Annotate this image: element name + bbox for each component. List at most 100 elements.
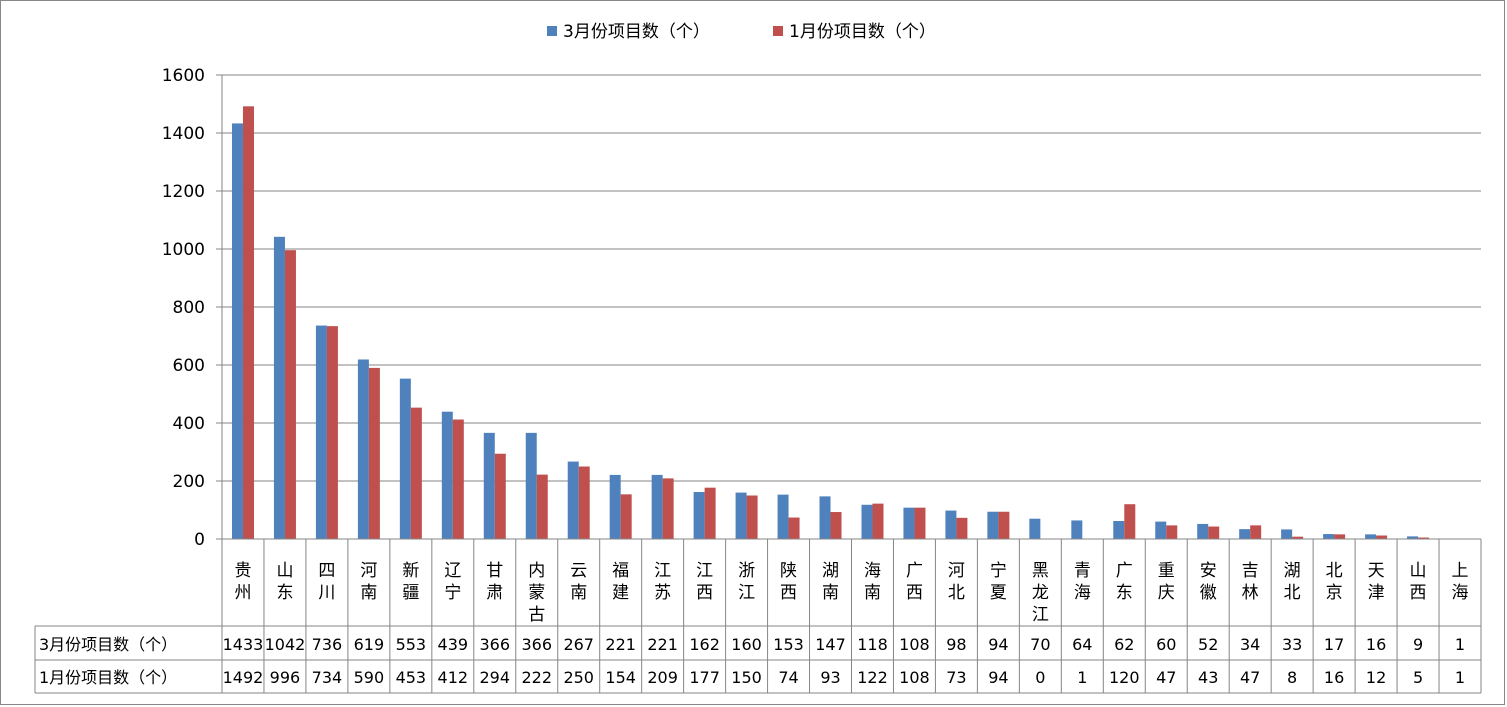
category-label-29: 上海 (1452, 561, 1469, 603)
category-label-19: 黑龙江 (1032, 561, 1049, 625)
bar-january-22 (1166, 525, 1178, 539)
table-cell-0-22: 60 (1156, 635, 1176, 654)
bar-january-16 (914, 507, 926, 539)
table-cell-0-9: 221 (605, 635, 636, 654)
bar-march-13 (777, 494, 789, 539)
table-cell-0-18: 94 (988, 635, 1008, 654)
bar-january-27 (1376, 535, 1388, 539)
bar-march-1 (273, 236, 285, 539)
category-label-21: 广东 (1116, 561, 1133, 603)
category-label-28: 山西 (1410, 561, 1427, 603)
category-label-1: 山东 (276, 561, 293, 603)
table-cell-1-6: 294 (480, 668, 511, 687)
category-label-15: 海南 (864, 561, 881, 603)
table-cell-1-25: 8 (1287, 668, 1297, 687)
bar-january-12 (746, 495, 758, 539)
bar-january-7 (536, 474, 548, 539)
category-label-0: 贵州 (234, 561, 251, 603)
bar-march-22 (1155, 521, 1167, 539)
table-cell-1-9: 154 (605, 668, 636, 687)
bar-january-3 (368, 367, 380, 539)
legend-label-1: 1月份项目数（个） (789, 22, 936, 42)
bar-march-15 (861, 504, 873, 539)
category-label-23: 安徽 (1200, 561, 1217, 603)
table-cell-1-23: 43 (1198, 668, 1218, 687)
bar-january-25 (1292, 536, 1304, 539)
table-cell-0-13: 153 (773, 635, 804, 654)
table-cell-0-1: 1042 (265, 635, 306, 654)
category-label-12: 浙江 (738, 561, 755, 603)
bar-january-18 (998, 511, 1010, 539)
table-cell-1-22: 47 (1156, 668, 1176, 687)
bar-march-16 (903, 507, 915, 539)
bar-january-2 (326, 326, 338, 539)
table-cell-1-2: 734 (312, 668, 343, 687)
category-label-16: 广西 (906, 561, 923, 603)
category-label-3: 河南 (360, 561, 377, 603)
table-cell-0-11: 162 (689, 635, 720, 654)
table-cell-0-29: 1 (1455, 635, 1465, 654)
category-label-18: 宁夏 (990, 561, 1007, 603)
table-cell-0-26: 17 (1324, 635, 1344, 654)
bar-january-1 (284, 250, 296, 539)
category-label-6: 甘肃 (486, 561, 503, 603)
table-cell-1-4: 453 (396, 668, 427, 687)
bar-march-26 (1323, 534, 1335, 539)
table-cell-1-17: 73 (946, 668, 966, 687)
category-label-5: 辽宁 (444, 561, 461, 603)
category-label-13: 陕西 (780, 561, 797, 603)
bar-january-6 (494, 453, 506, 539)
category-label-22: 重庆 (1158, 561, 1175, 603)
table-cell-1-21: 120 (1109, 668, 1140, 687)
ytick-label-0: 0 (194, 530, 205, 550)
table-row-header-1: 1月份项目数（个） (39, 668, 177, 687)
table-cell-0-4: 553 (396, 635, 427, 654)
category-label-11: 江西 (696, 561, 713, 603)
bar-march-24 (1239, 529, 1251, 539)
category-label-25: 湖北 (1284, 561, 1301, 603)
table-cell-1-12: 150 (731, 668, 762, 687)
table-cell-0-14: 147 (815, 635, 846, 654)
bar-march-11 (693, 492, 705, 539)
table-cell-0-6: 366 (480, 635, 511, 654)
bar-january-14 (830, 512, 842, 539)
bar-march-4 (399, 378, 411, 539)
ytick-label-600: 600 (173, 356, 205, 376)
table-cell-1-28: 5 (1413, 668, 1423, 687)
table-cell-0-5: 439 (438, 635, 469, 654)
table-cell-0-10: 221 (647, 635, 678, 654)
category-label-26: 北京 (1326, 561, 1343, 603)
bar-march-7 (525, 432, 537, 539)
table-cell-1-3: 590 (354, 668, 385, 687)
bar-january-8 (578, 466, 590, 539)
table-cell-1-13: 74 (778, 668, 798, 687)
category-label-24: 吉林 (1242, 561, 1259, 603)
table-cell-0-2: 736 (312, 635, 343, 654)
table-cell-1-19: 0 (1035, 668, 1045, 687)
bar-march-12 (735, 492, 747, 539)
table-cell-0-25: 33 (1282, 635, 1302, 654)
bar-january-23 (1208, 526, 1220, 539)
legend-swatch-1 (773, 26, 783, 36)
ytick-label-400: 400 (173, 414, 205, 434)
bar-january-21 (1124, 504, 1136, 539)
table-cell-1-27: 12 (1366, 668, 1386, 687)
category-label-14: 湖南 (822, 561, 839, 603)
table-cell-0-0: 1433 (223, 635, 264, 654)
bar-march-18 (987, 511, 999, 539)
category-label-2: 四川 (318, 561, 335, 603)
table-cell-0-27: 16 (1366, 635, 1386, 654)
table-cell-1-14: 93 (820, 668, 840, 687)
table-cell-0-20: 64 (1072, 635, 1092, 654)
bar-january-17 (956, 517, 968, 539)
table-row-header-0: 3月份项目数（个） (39, 635, 177, 654)
bar-march-14 (819, 496, 831, 539)
table-cell-1-1: 996 (270, 668, 301, 687)
bar-march-20 (1071, 520, 1083, 539)
bar-march-25 (1281, 529, 1293, 539)
category-label-20: 青海 (1074, 561, 1091, 603)
table-cell-1-0: 1492 (223, 668, 264, 687)
table-cell-1-8: 250 (563, 668, 594, 687)
bar-january-13 (788, 517, 800, 539)
